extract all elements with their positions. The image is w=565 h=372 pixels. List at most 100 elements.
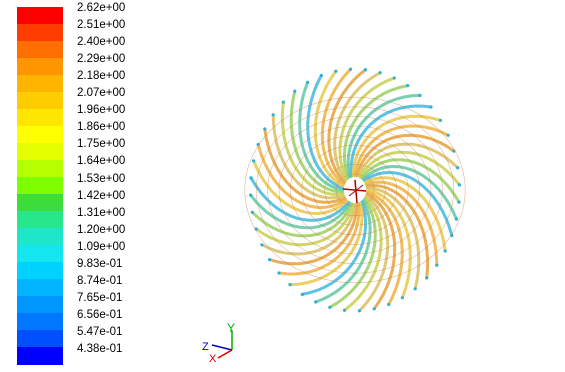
vector-tip: [268, 258, 272, 262]
center-marker: [342, 179, 367, 204]
vector-streak: [365, 183, 430, 280]
vector-tip: [277, 271, 281, 275]
mesh-ring: [335, 173, 375, 207]
color-legend: [17, 7, 63, 365]
vector-streak: [327, 68, 367, 184]
mesh-ring: [324, 164, 386, 216]
vector-tip: [387, 302, 391, 307]
legend-label: 8.74e-01: [77, 274, 123, 287]
vector-tip: [288, 283, 292, 287]
vector-tip: [363, 68, 368, 72]
vector-streak: [358, 150, 461, 187]
vector-tip: [418, 93, 422, 97]
axis-y-label: Y: [227, 321, 235, 335]
vector-streak: [288, 201, 364, 287]
vector-tip: [378, 71, 382, 75]
legend-swatch: [17, 228, 63, 246]
vector-tip: [435, 263, 439, 267]
mesh-ring: [278, 125, 432, 255]
vector-tip: [314, 300, 318, 304]
vector-tip: [252, 159, 256, 163]
vector-streak: [250, 202, 353, 238]
legend-swatch: [17, 211, 63, 229]
legend-swatch: [17, 262, 63, 280]
vector-streak: [254, 202, 355, 247]
legend-swatch: [17, 92, 63, 110]
vector-streak: [351, 114, 442, 178]
vector-tip: [443, 249, 447, 253]
vector-tip: [349, 67, 353, 71]
vector-streak: [249, 193, 352, 230]
vector-tip: [357, 309, 361, 313]
legend-swatch: [17, 7, 63, 25]
vector-tip: [334, 69, 338, 73]
legend-label: 5.47e-01: [77, 325, 123, 338]
vector-tip: [392, 76, 396, 80]
vector-tip: [293, 89, 297, 93]
legend-swatch: [17, 347, 63, 365]
vector-streak: [298, 80, 344, 192]
vector-streak: [314, 199, 372, 304]
legend-swatch: [17, 296, 63, 314]
vector-streak: [256, 143, 347, 210]
vector-tip: [250, 210, 254, 214]
vector-streak: [252, 159, 349, 216]
legend-label: 1.64e+00: [77, 155, 126, 168]
vector-tip: [328, 305, 332, 309]
vector-tip: [456, 166, 460, 170]
mesh-ring: [301, 144, 409, 236]
legend-swatch: [17, 109, 63, 127]
vector-streak: [355, 133, 456, 178]
vector-tip: [457, 183, 461, 187]
vector-streak: [320, 67, 353, 186]
legend-swatch: [17, 330, 63, 348]
vector-tip: [429, 105, 433, 109]
legend-label: 1.09e+00: [77, 240, 126, 253]
vector-streak: [300, 200, 368, 296]
vector-streak: [364, 180, 439, 267]
legend-swatch: [17, 41, 63, 59]
vector-streak: [346, 93, 422, 179]
legend-label: 9.83e-01: [77, 257, 123, 270]
legend-swatch: [17, 143, 63, 161]
vector-streak: [342, 84, 410, 180]
mesh-ring: [244, 96, 466, 284]
vector-streak: [353, 124, 450, 177]
vector-streak: [363, 170, 454, 237]
vector-streak: [328, 198, 377, 309]
mesh-ring: [290, 135, 420, 245]
vector-streak: [360, 158, 461, 204]
legend-label: 1.75e+00: [77, 138, 126, 151]
vector-tip: [457, 200, 461, 204]
vector-tip: [400, 296, 404, 300]
legend-swatch: [17, 58, 63, 76]
vector-streak: [306, 74, 345, 190]
vector-streak: [280, 100, 345, 197]
vector-tip: [446, 133, 450, 137]
legend-label: 2.07e+00: [77, 87, 126, 100]
vector-streak: [333, 71, 382, 182]
legend-swatch: [17, 126, 63, 144]
legend-label: 2.29e+00: [77, 53, 126, 66]
vector-streak: [349, 104, 433, 178]
vector-streak: [364, 176, 447, 253]
vector-tip: [300, 292, 304, 296]
vector-streak: [268, 202, 359, 266]
axis-z-label: Z: [202, 341, 209, 353]
mesh-ring: [267, 116, 443, 264]
vector-tip: [319, 73, 323, 78]
vector-tip: [454, 217, 458, 221]
vector-tip: [438, 118, 442, 122]
legend-label: 2.62e+00: [77, 2, 126, 14]
legend-label: 1.20e+00: [77, 223, 126, 236]
legend-swatch: [17, 75, 63, 93]
vector-streak: [249, 176, 350, 222]
legend-label: 1.96e+00: [77, 104, 126, 117]
vector-tip: [249, 176, 253, 180]
vector-streak: [271, 113, 346, 200]
vector-tip: [372, 307, 376, 311]
legend-label: 1.31e+00: [77, 206, 126, 219]
legend-swatch: [17, 160, 63, 178]
vector-tip: [271, 113, 275, 117]
